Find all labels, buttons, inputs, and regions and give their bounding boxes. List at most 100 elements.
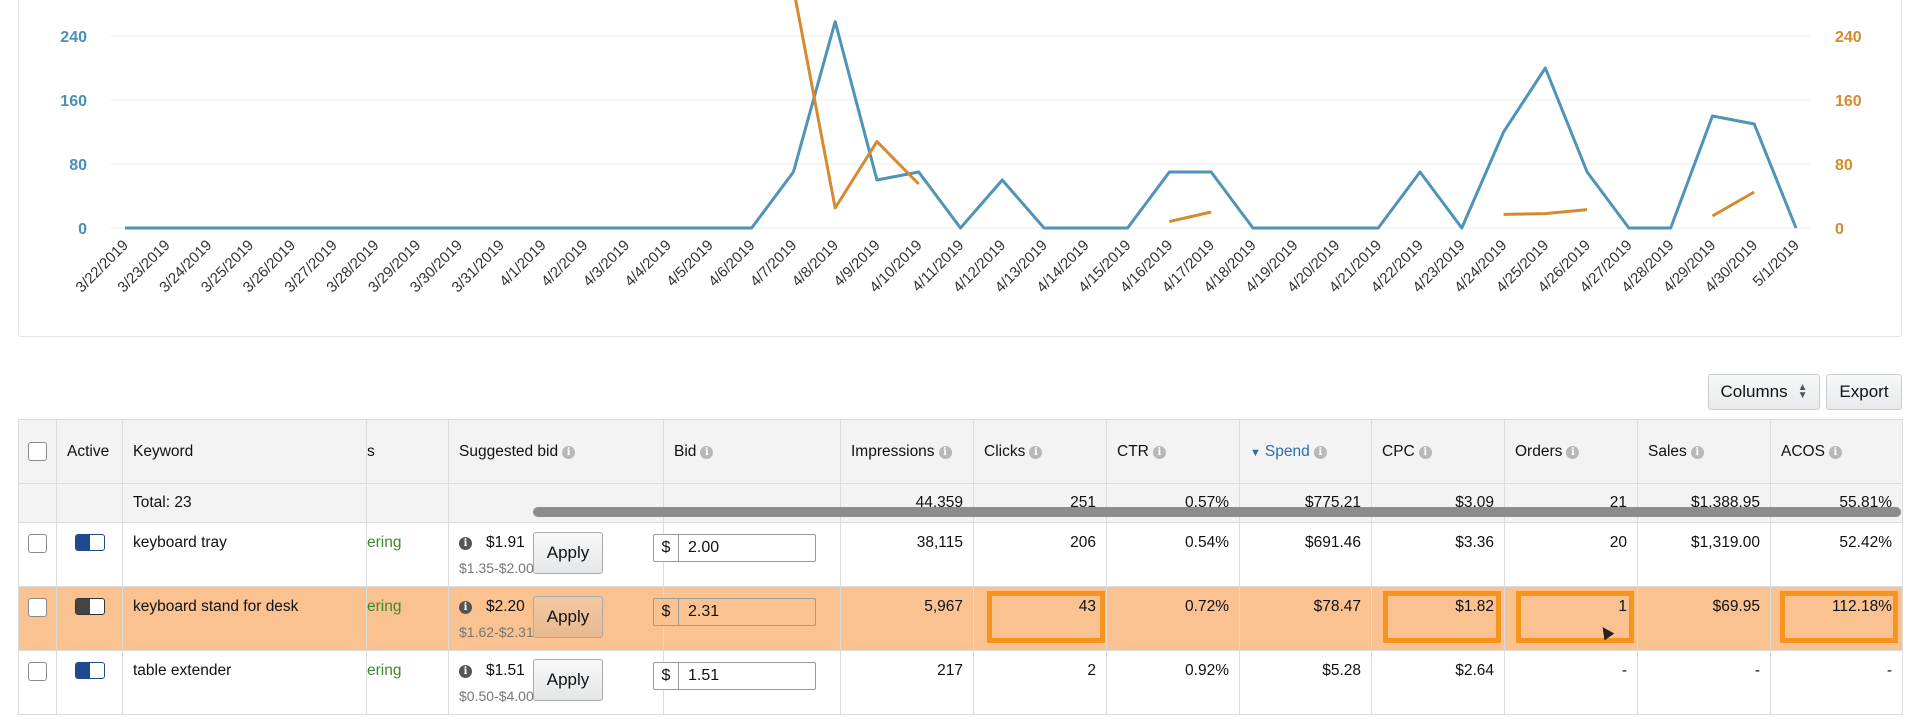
table-row: table extender ering i $1.51 $0.50-$4.00 … <box>18 650 1903 715</box>
row-checkbox[interactable] <box>28 534 47 553</box>
apply-label: Apply <box>546 670 590 689</box>
apply-label: Apply <box>546 607 590 626</box>
info-icon[interactable]: i <box>938 445 952 459</box>
info-icon[interactable]: i <box>1313 445 1327 459</box>
highlight-box-clicks <box>987 591 1105 643</box>
info-icon[interactable]: i <box>459 536 472 550</box>
row-checkbox[interactable] <box>28 662 47 681</box>
row-active-cell <box>56 650 123 715</box>
horizontal-scrollbar[interactable] <box>533 507 1901 517</box>
info-icon[interactable]: i <box>1418 445 1432 459</box>
info-icon[interactable]: i <box>562 445 576 459</box>
acos-cell: 52.42% <box>1770 522 1903 587</box>
row-checkbox[interactable] <box>28 598 47 617</box>
x-axis-tick-label: 5/1/2019 <box>1750 237 1803 290</box>
series-line-orange <box>1711 190 1755 218</box>
col-spend[interactable]: ▼ Spend i <box>1239 419 1372 484</box>
clicks-cell: 2 <box>973 650 1107 715</box>
suggested-bid-value: $1.51 <box>486 662 525 679</box>
sort-caret-icon: ▲ ▼ <box>1797 382 1808 401</box>
totals-label: Total: 23 <box>122 483 367 523</box>
select-all-checkbox[interactable] <box>28 442 47 461</box>
col-status-label: s <box>367 442 375 460</box>
currency-prefix: $ <box>654 535 679 561</box>
active-toggle[interactable] <box>74 534 105 551</box>
bid-input[interactable]: $2.00 <box>653 534 816 562</box>
col-clicks[interactable]: Clicks i <box>973 419 1107 484</box>
col-cpc-label: CPC <box>1382 442 1415 460</box>
suggested-bid-range: $0.50-$4.00 <box>459 688 534 704</box>
totals-empty <box>366 483 449 523</box>
keyword-table-container: Active Keyword s Suggested bid i Bid i Imp… <box>18 419 1903 719</box>
impressions-cell: 38,115 <box>840 522 974 587</box>
export-button[interactable]: Export <box>1826 374 1902 410</box>
col-sales[interactable]: Sales i <box>1637 419 1771 484</box>
acos-cell: - <box>1770 650 1903 715</box>
suggested-bid-value: $2.20 <box>486 598 525 615</box>
bid-value: 2.31 <box>688 603 720 620</box>
right-axis-tick-label: 0 <box>1835 221 1844 238</box>
orders-cell: 20 <box>1504 522 1638 587</box>
apply-button[interactable]: Apply <box>533 532 603 574</box>
col-spend-label: Spend <box>1264 442 1310 460</box>
active-toggle[interactable] <box>74 662 105 679</box>
info-icon[interactable]: i <box>1690 445 1704 459</box>
info-icon[interactable]: i <box>1566 445 1580 459</box>
col-impressions[interactable]: Impressions i <box>840 419 974 484</box>
info-icon[interactable]: i <box>700 445 714 459</box>
col-ctr[interactable]: CTR i <box>1106 419 1240 484</box>
apply-button[interactable]: Apply <box>533 659 603 701</box>
sort-desc-icon: ▼ <box>1250 446 1261 459</box>
col-bid[interactable]: Bid i <box>663 419 841 484</box>
col-impressions-label: Impressions <box>851 442 935 460</box>
col-clicks-label: Clicks <box>984 442 1026 460</box>
col-active[interactable]: Active <box>56 419 123 484</box>
sales-cell: - <box>1637 650 1771 715</box>
status-cell: ering <box>366 586 449 651</box>
info-icon[interactable]: i <box>459 664 472 678</box>
info-icon[interactable]: i <box>459 600 472 614</box>
keyword-cell: keyboard tray <box>122 522 367 587</box>
col-suggested-bid[interactable]: Suggested bid i <box>448 419 664 484</box>
row-select-cell <box>18 650 57 715</box>
info-icon[interactable]: i <box>1152 445 1166 459</box>
bid-input[interactable]: $1.51 <box>653 662 816 690</box>
clicks-cell: 206 <box>973 522 1107 587</box>
col-acos[interactable]: ACOS i <box>1770 419 1903 484</box>
currency-prefix: $ <box>654 599 679 625</box>
totals-empty <box>56 483 123 523</box>
col-orders[interactable]: Orders i <box>1504 419 1638 484</box>
highlight-box-orders <box>1516 591 1634 643</box>
keyword-cell: keyboard stand for desk <box>122 586 367 651</box>
right-axis-tick-label: 80 <box>1835 157 1853 174</box>
col-cpc[interactable]: CPC i <box>1371 419 1505 484</box>
cpc-cell: $2.64 <box>1371 650 1505 715</box>
left-axis-tick-label: 160 <box>60 93 87 110</box>
apply-label: Apply <box>546 543 590 562</box>
col-status[interactable]: s <box>366 419 449 484</box>
series-line-orange <box>1169 210 1212 224</box>
info-icon[interactable]: i <box>1029 445 1043 459</box>
columns-button[interactable]: Columns ▲ ▼ <box>1708 374 1820 410</box>
totals-empty <box>18 483 57 523</box>
sales-cell: $69.95 <box>1637 586 1771 651</box>
col-keyword[interactable]: Keyword <box>122 419 367 484</box>
status-cell: ering <box>366 650 449 715</box>
active-toggle[interactable] <box>74 598 105 615</box>
left-axis-tick-label: 80 <box>69 157 87 174</box>
select-all-cell <box>18 419 57 484</box>
keyword-table: Active Keyword s Suggested bid i Bid i Imp… <box>18 419 1903 715</box>
columns-label: Columns <box>1720 382 1788 401</box>
series-line-blue <box>125 20 1798 230</box>
col-ctr-label: CTR <box>1117 442 1149 460</box>
bid-input[interactable]: $2.31 <box>653 598 816 626</box>
bid-value: 1.51 <box>688 667 720 684</box>
info-icon[interactable]: i <box>1828 445 1842 459</box>
row-select-cell <box>18 522 57 587</box>
col-suggested-bid-label: Suggested bid <box>459 442 559 460</box>
row-active-cell <box>56 522 123 587</box>
row-select-cell <box>18 586 57 651</box>
impressions-cell: 5,967 <box>840 586 974 651</box>
col-bid-label: Bid <box>674 442 697 460</box>
apply-button[interactable]: Apply <box>533 596 603 638</box>
